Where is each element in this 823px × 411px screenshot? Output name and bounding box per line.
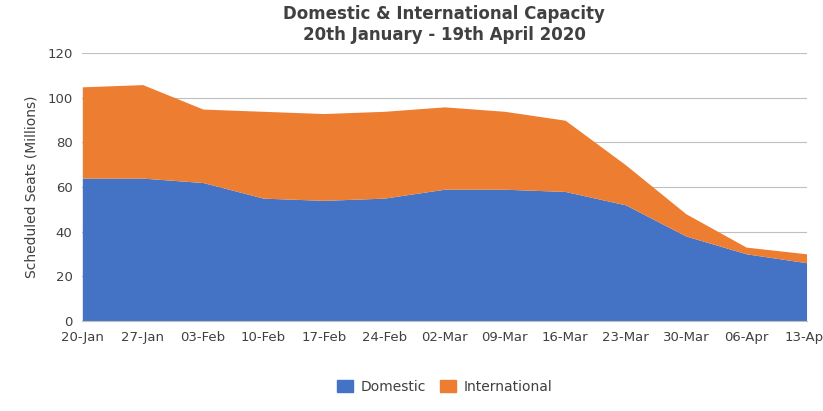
Title: Domestic & International Capacity
20th January - 19th April 2020: Domestic & International Capacity 20th J… <box>283 5 606 44</box>
Legend: Domestic, International: Domestic, International <box>331 374 558 399</box>
Y-axis label: Scheduled Seats (Millions): Scheduled Seats (Millions) <box>25 96 39 278</box>
